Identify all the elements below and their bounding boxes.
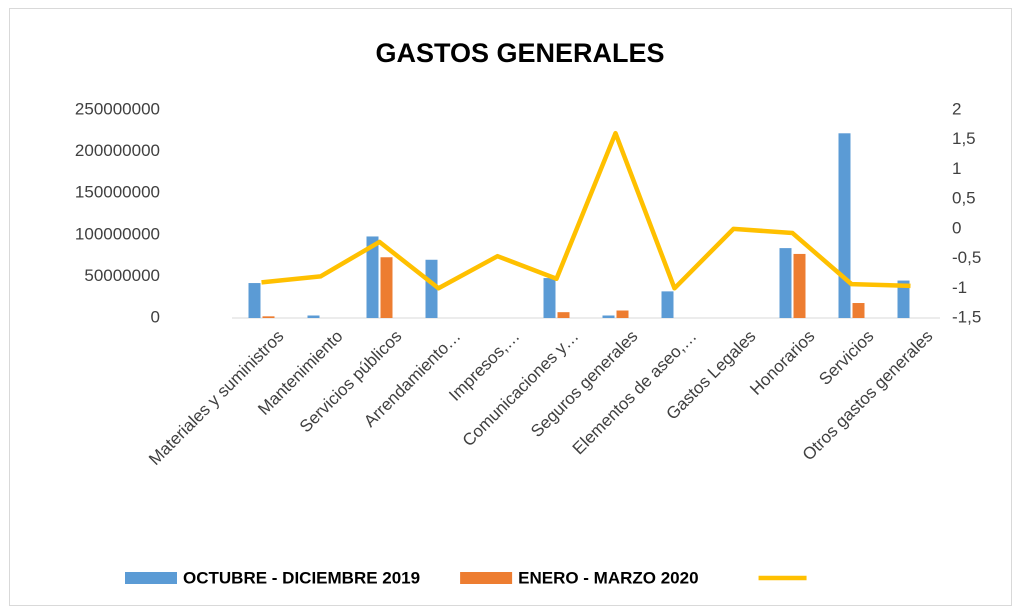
bar bbox=[602, 315, 615, 318]
bar bbox=[793, 253, 806, 318]
y-tick-label: 150000000 bbox=[75, 183, 160, 202]
bar bbox=[380, 257, 393, 318]
legend-swatch bbox=[460, 572, 513, 584]
y2-tick-label: 1 bbox=[952, 159, 961, 178]
bar bbox=[262, 316, 275, 318]
chart-title: GASTOS GENERALES bbox=[375, 38, 664, 68]
y-tick-label: 100000000 bbox=[75, 224, 160, 243]
y2-tick-label: 0 bbox=[952, 218, 961, 237]
bar bbox=[897, 280, 910, 318]
bar bbox=[852, 303, 865, 318]
y2-tick-label: -1,5 bbox=[952, 307, 981, 326]
y-tick-label: 0 bbox=[151, 307, 160, 326]
y-tick-label: 250000000 bbox=[75, 99, 160, 118]
bar bbox=[543, 278, 556, 318]
bar bbox=[248, 283, 261, 318]
y-tick-label: 200000000 bbox=[75, 141, 160, 160]
bar bbox=[661, 291, 674, 318]
bar bbox=[779, 248, 792, 318]
line-series bbox=[261, 130, 911, 291]
y2-tick-label: 0,5 bbox=[952, 189, 976, 208]
y2-tick-label: 2 bbox=[952, 99, 961, 118]
legend-label: ENERO - MARZO 2020 bbox=[518, 568, 698, 587]
bar bbox=[557, 312, 570, 318]
y2-tick-label: -1 bbox=[952, 278, 967, 297]
bar bbox=[307, 315, 320, 318]
legend-label: OCTUBRE - DICIEMBRE 2019 bbox=[183, 568, 420, 587]
y-tick-label: 50000000 bbox=[84, 266, 160, 285]
bar bbox=[616, 310, 629, 318]
y2-tick-label: -0,5 bbox=[952, 248, 981, 267]
legend-swatch bbox=[125, 572, 177, 584]
bar bbox=[366, 236, 379, 318]
bar bbox=[425, 259, 438, 318]
y2-tick-label: 1,5 bbox=[952, 129, 976, 148]
bar bbox=[838, 133, 851, 318]
